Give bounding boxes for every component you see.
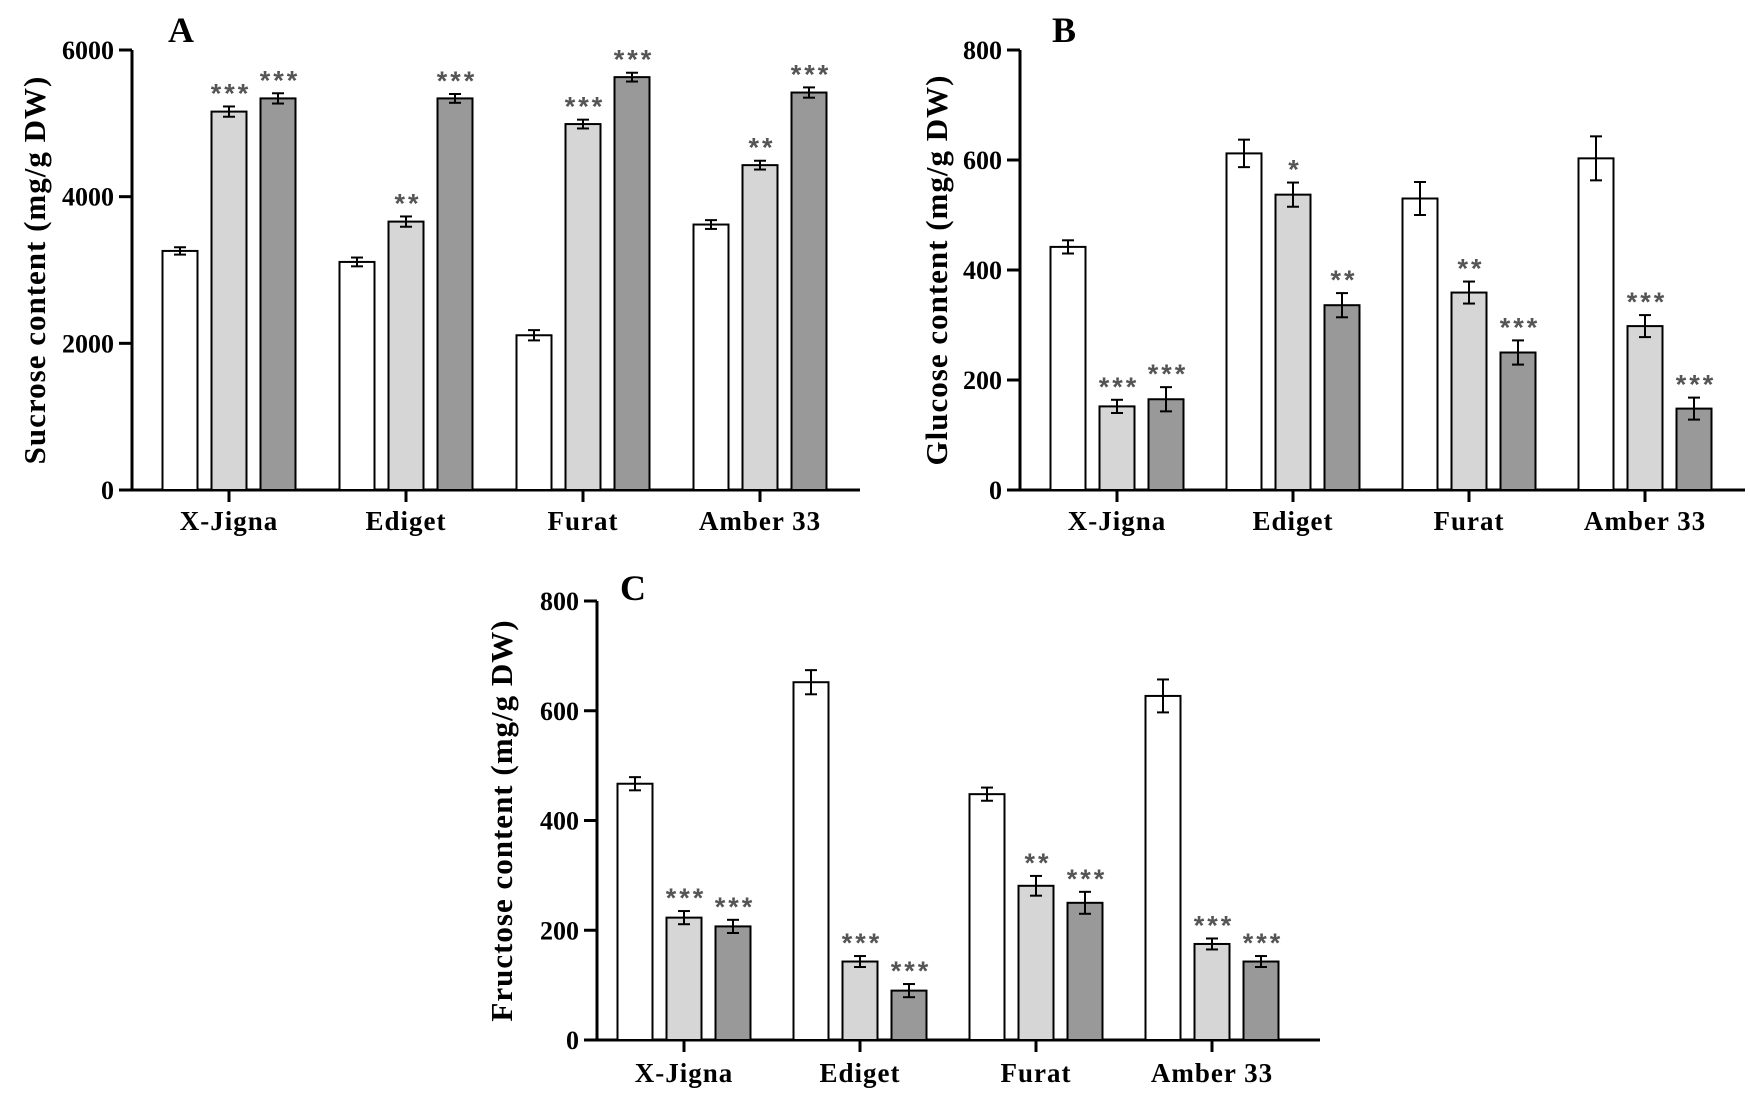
- y-axis-label: Glucose content (mg/g DW): [919, 75, 954, 466]
- bar-control-amber-33: [1577, 157, 1615, 491]
- significance-label: **: [1024, 848, 1051, 878]
- fructose-chart-panel: C 0 200 400 600 800 Fructose content (mg/g DW)…: [484, 568, 1320, 1088]
- x-tick-label: Furat: [1001, 1058, 1072, 1088]
- panel-label: C: [620, 568, 646, 608]
- bar-treatment-2-furat: [1066, 901, 1104, 1041]
- bar-treatment-1-amber-33: [1626, 325, 1664, 491]
- y-tick-label: 800: [963, 36, 1002, 65]
- x-tick-label: Amber 33: [1584, 506, 1706, 536]
- significance-label: ***: [842, 928, 883, 958]
- significance-label: **: [1457, 254, 1484, 284]
- glucose-chart-panel: B 0 200 400 600 800 Glucose content (mg/g DW) X…: [919, 10, 1745, 536]
- significance-label: *: [1288, 155, 1302, 185]
- significance-label: ***: [666, 883, 707, 913]
- significance-label: ***: [1500, 312, 1541, 342]
- y-tick-label: 4000: [62, 183, 114, 212]
- significance-label: ***: [1067, 864, 1108, 894]
- panel-label: B: [1052, 10, 1076, 50]
- significance-label: **: [1330, 265, 1357, 295]
- bar-treatment-1-ediget: [841, 960, 879, 1041]
- x-tick-label: X-Jigna: [635, 1058, 734, 1088]
- x-tick-label: Ediget: [1252, 506, 1333, 536]
- y-tick-label: 600: [963, 146, 1002, 175]
- bar-control-furat: [515, 334, 553, 491]
- x-tick-label: X-Jigna: [180, 506, 279, 536]
- x-tick-label: Amber 33: [1151, 1058, 1273, 1088]
- x-tick-label: Ediget: [819, 1058, 900, 1088]
- panel-label: A: [168, 10, 194, 50]
- y-axis-label: Sucrose content (mg/g DW): [17, 76, 52, 465]
- bar-treatment-2-ediget: [436, 97, 474, 492]
- bar-treatment-2-ediget: [890, 989, 928, 1041]
- bar-treatment-1-ediget: [1274, 193, 1312, 491]
- bar-treatment-1-x-jigna: [210, 110, 248, 491]
- x-tick-label: Amber 33: [699, 506, 821, 536]
- bar-treatment-1-furat: [564, 123, 602, 491]
- y-tick-label: 0: [989, 476, 1002, 505]
- y-tick-label: 0: [566, 1026, 579, 1055]
- bar-control-amber-33: [692, 223, 730, 492]
- x-tick-label: Furat: [548, 506, 619, 536]
- significance-label: ***: [1627, 287, 1668, 317]
- bar-treatment-2-x-jigna: [1147, 398, 1185, 491]
- significance-label: ***: [1099, 372, 1140, 402]
- significance-label: ***: [1676, 370, 1717, 400]
- bar-control-x-jigna: [161, 249, 199, 491]
- significance-label: ***: [614, 45, 655, 75]
- significance-label: ***: [211, 78, 252, 108]
- bar-treatment-1-amber-33: [1193, 942, 1231, 1041]
- significance-label: ***: [715, 892, 756, 922]
- bar-treatment-1-ediget: [387, 220, 425, 491]
- bar-treatment-2-ediget: [1323, 304, 1361, 492]
- bar-treatment-1-furat: [1017, 884, 1055, 1042]
- y-tick-label: 400: [540, 807, 579, 836]
- y-tick-label: 400: [963, 256, 1002, 285]
- bar-control-furat: [968, 793, 1006, 1041]
- bar-control-ediget: [338, 260, 376, 491]
- bar-treatment-2-x-jigna: [259, 97, 297, 492]
- y-tick-label: 6000: [62, 36, 114, 65]
- y-tick-label: 200: [963, 366, 1002, 395]
- significance-label: ***: [1194, 910, 1235, 940]
- y-tick-label: 600: [540, 697, 579, 726]
- x-tick-label: X-Jigna: [1068, 506, 1167, 536]
- bar-treatment-1-x-jigna: [665, 916, 703, 1041]
- x-tick-label: Furat: [1434, 506, 1505, 536]
- bar-treatment-1-x-jigna: [1098, 405, 1136, 491]
- bar-control-ediget: [792, 681, 830, 1042]
- significance-label: **: [394, 188, 421, 218]
- bar-control-ediget: [1225, 152, 1263, 491]
- significance-label: ***: [1243, 928, 1284, 958]
- y-tick-label: 200: [540, 916, 579, 945]
- x-tick-label: Ediget: [365, 506, 446, 536]
- significance-label: ***: [891, 956, 932, 986]
- bar-control-x-jigna: [616, 782, 654, 1041]
- bar-control-furat: [1401, 197, 1439, 491]
- significance-label: ***: [565, 92, 606, 122]
- y-tick-label: 800: [540, 587, 579, 616]
- bar-treatment-1-amber-33: [741, 164, 779, 491]
- bar-treatment-2-furat: [1499, 351, 1537, 491]
- bar-control-amber-33: [1144, 694, 1182, 1042]
- significance-label: ***: [260, 65, 301, 95]
- significance-label: ***: [791, 59, 832, 89]
- significance-label: **: [748, 133, 775, 163]
- significance-label: ***: [437, 66, 478, 96]
- bar-treatment-2-amber-33: [1675, 407, 1713, 492]
- bar-treatment-2-amber-33: [790, 91, 828, 492]
- bar-treatment-2-furat: [613, 76, 651, 491]
- bar-treatment-1-furat: [1450, 291, 1488, 491]
- significance-label: ***: [1148, 359, 1189, 389]
- bar-treatment-2-amber-33: [1242, 960, 1280, 1041]
- bar-treatment-2-x-jigna: [714, 925, 752, 1041]
- y-tick-label: 2000: [62, 329, 114, 358]
- y-tick-label: 0: [101, 476, 114, 505]
- sucrose-chart-panel: A 0 2000 4000 6000 Sucrose content (mg/g DW) X…: [17, 10, 860, 536]
- bar-control-x-jigna: [1049, 245, 1087, 491]
- y-axis-label: Fructose content (mg/g DW): [484, 619, 519, 1021]
